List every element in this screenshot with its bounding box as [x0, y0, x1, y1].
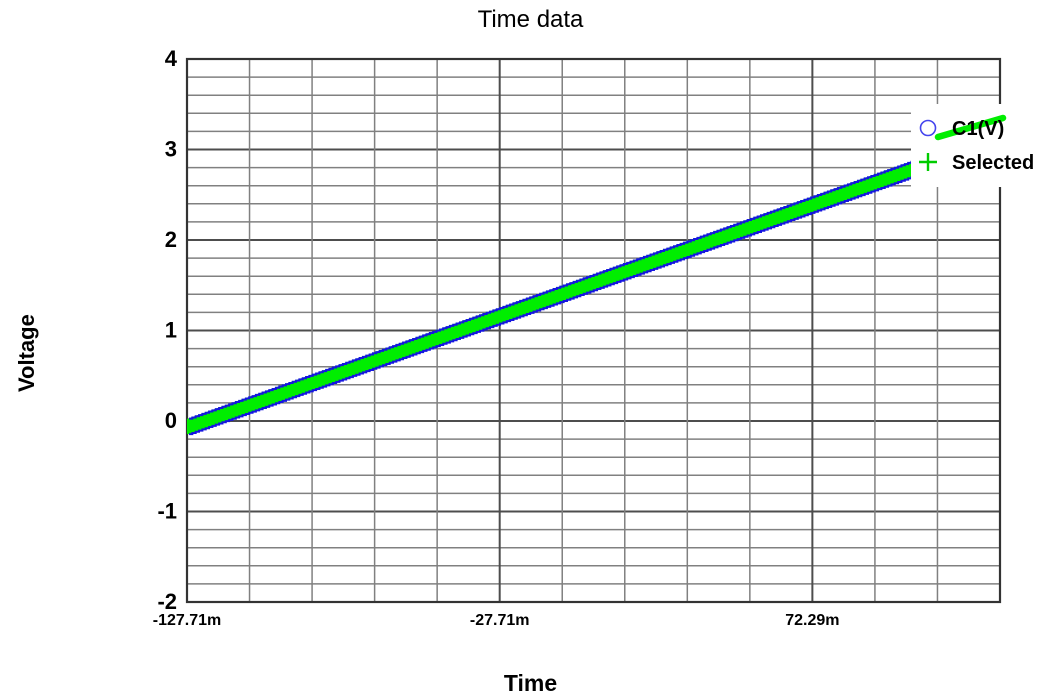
svg-text:72.29m: 72.29m: [785, 612, 839, 629]
svg-text:0: 0: [165, 408, 177, 433]
svg-text:-2: -2: [157, 589, 177, 614]
svg-text:3: 3: [165, 137, 177, 162]
svg-text:-127.71m: -127.71m: [153, 612, 222, 629]
svg-text:C1(V): C1(V): [952, 118, 1004, 140]
svg-text:-27.71m: -27.71m: [470, 612, 530, 629]
svg-text:-1: -1: [157, 499, 177, 524]
svg-text:2: 2: [165, 227, 177, 252]
svg-text:4: 4: [165, 46, 178, 71]
svg-text:1: 1: [165, 318, 177, 343]
svg-text:Selected: Selected: [952, 152, 1034, 174]
